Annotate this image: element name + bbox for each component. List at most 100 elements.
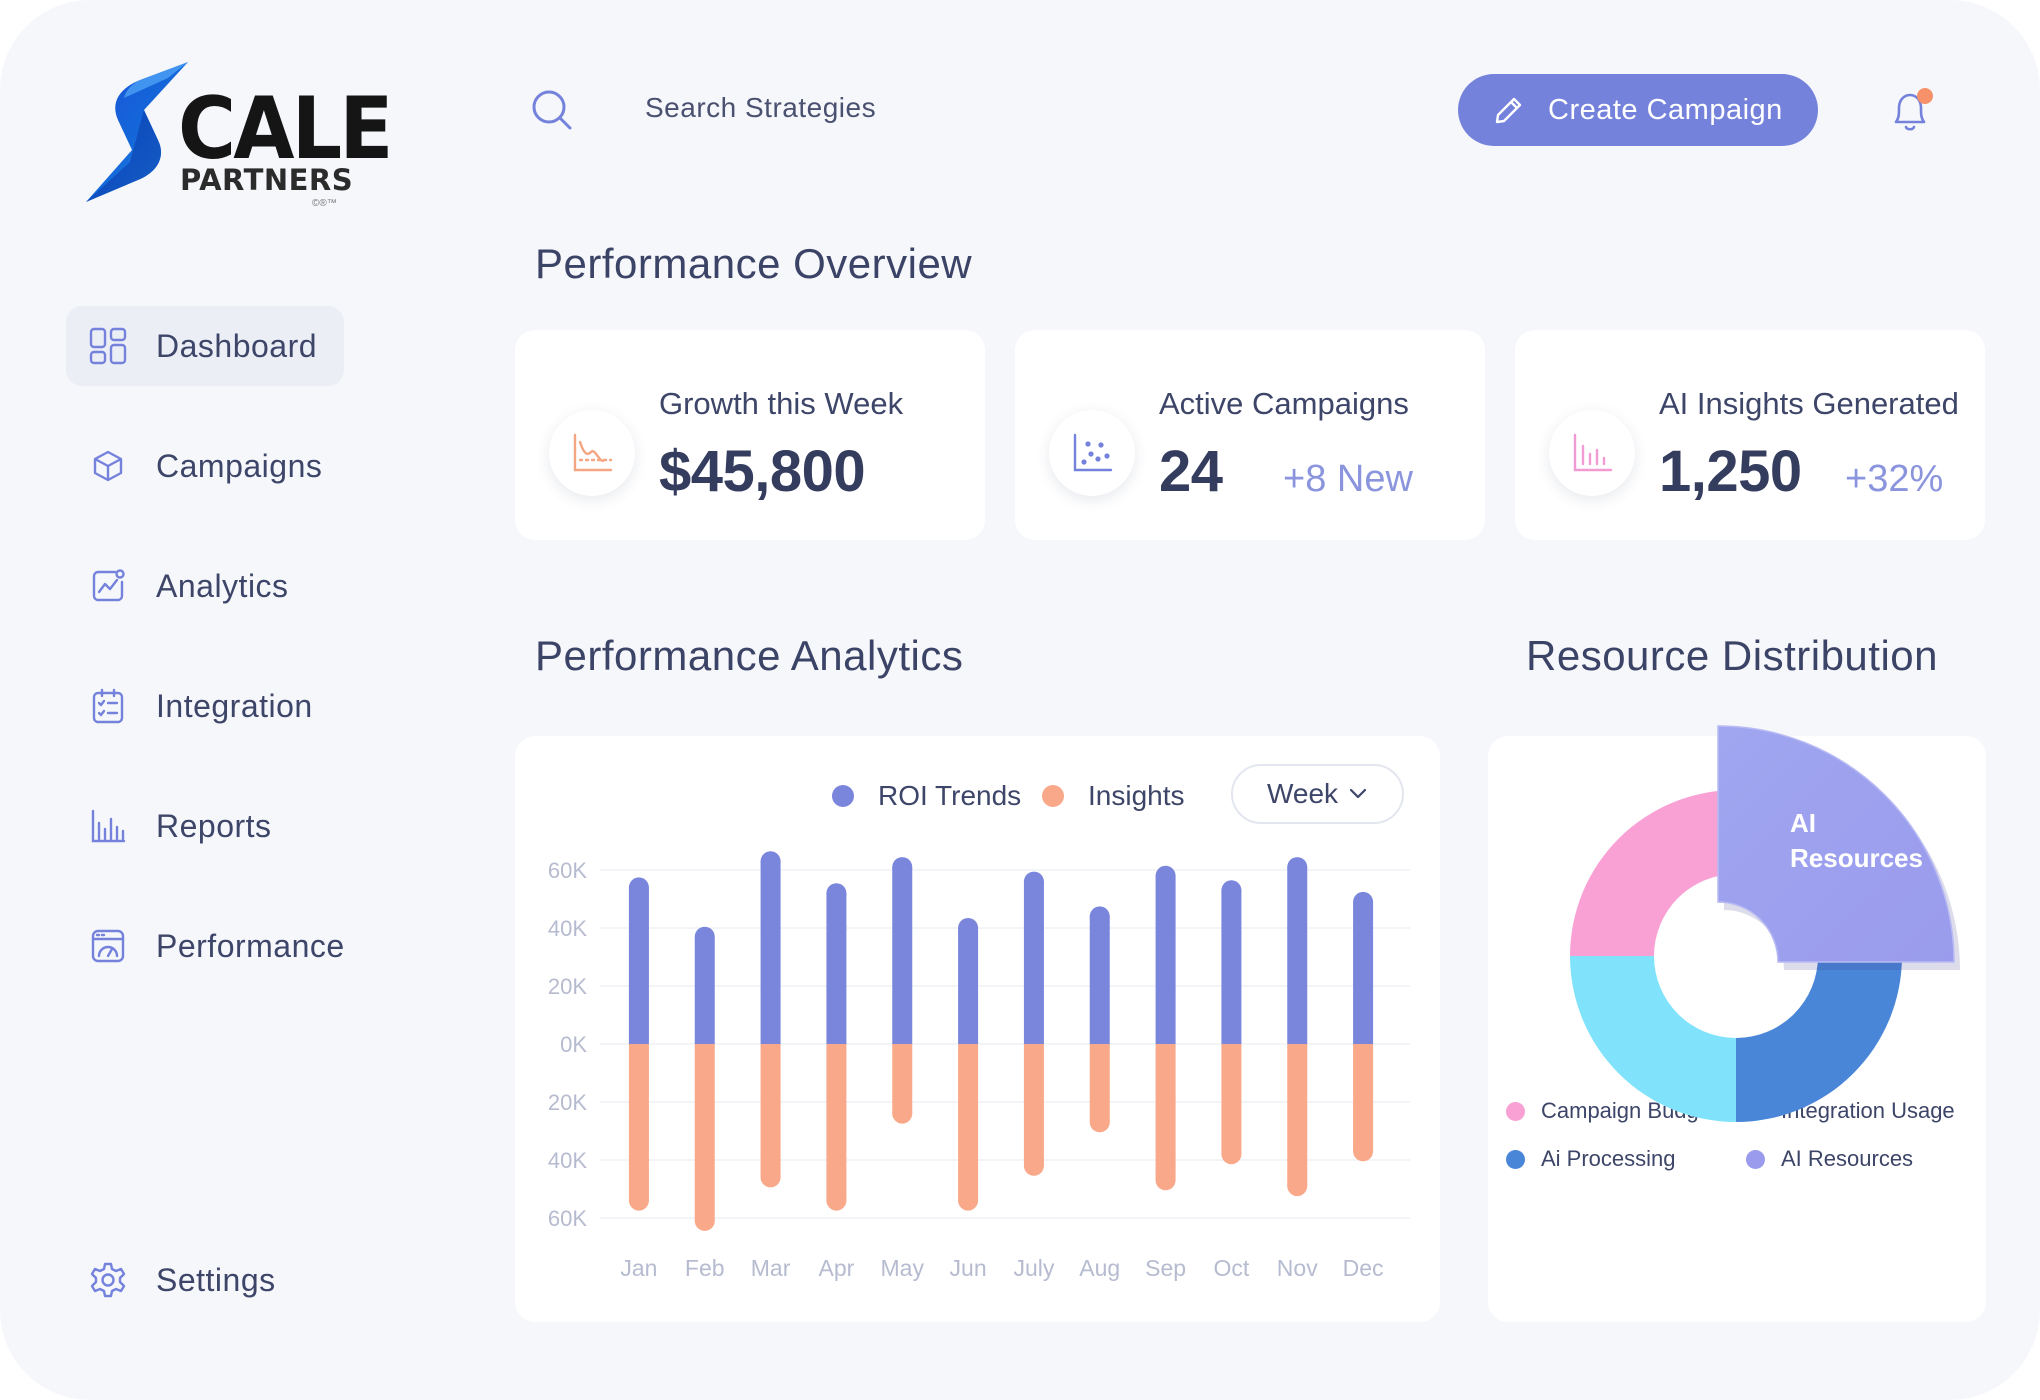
bar-cap <box>1353 891 1374 912</box>
bar-insights <box>1023 1044 1044 1166</box>
bar-insights <box>1089 1044 1110 1123</box>
y-tick-label: 40K <box>548 916 587 941</box>
performance-chart-card: 60K 40K 20K 0K 20K 40K 60K Jan Feb Mar Apr May Jun Ju… <box>515 736 1440 1322</box>
donut-callout-label: AI Resources <box>1790 808 1923 873</box>
bar-roi <box>1221 890 1242 1044</box>
y-tick-label: 20K <box>548 1090 587 1115</box>
legend-swatch <box>1746 1149 1765 1169</box>
x-tick-label: Aug <box>1079 1255 1120 1281</box>
sidebar-item-label: Dashboard <box>156 327 318 364</box>
bar-cap <box>628 877 649 898</box>
bar-cap <box>1023 871 1044 892</box>
logo-s-mark <box>86 62 188 202</box>
bar-insights <box>892 1044 913 1114</box>
scatter-plot-icon <box>1049 410 1135 496</box>
x-tick-label: Oct <box>1214 1255 1250 1281</box>
chevron-down-icon <box>1349 788 1367 799</box>
sidebar-item-dashboard[interactable]: Dashboard <box>66 306 344 386</box>
period-dropdown[interactable]: Week <box>1231 764 1404 824</box>
bar-roi <box>760 861 781 1044</box>
stat-value: 1,250 <box>1659 439 1802 504</box>
bar-roi <box>694 936 715 1044</box>
stat-card-campaigns: Active Campaigns 24 +8 New <box>1015 330 1485 540</box>
stat-title: Active Campaigns <box>1159 386 1409 421</box>
bar-cap <box>694 1210 715 1231</box>
distribution-title: Resource Distribution <box>1526 632 1939 679</box>
bar-cap <box>760 1167 781 1188</box>
bar-cap <box>1221 880 1242 901</box>
logo-trademark: ©®™ <box>312 198 337 209</box>
logo-subtitle: PARTNERS <box>180 163 354 197</box>
donut-callout-segment <box>1717 725 1955 963</box>
sidebar-item-label: Integration <box>156 687 313 724</box>
bar-cap <box>892 1103 913 1124</box>
bar-roi <box>1023 881 1044 1044</box>
search-icon[interactable] <box>530 88 574 132</box>
bar-roi <box>958 928 979 1044</box>
x-tick-label: July <box>1013 1255 1054 1281</box>
x-tick-label: Sep <box>1145 1255 1186 1281</box>
legend-roi-swatch <box>832 785 854 807</box>
create-campaign-button[interactable]: Create Campaign <box>1458 74 1818 146</box>
stat-delta: +8 New <box>1283 458 1413 500</box>
period-label: Week <box>1266 778 1339 809</box>
y-tick-label: 20K <box>548 974 587 999</box>
sidebar-item-analytics[interactable]: Analytics <box>66 546 346 626</box>
bar-cap <box>1023 1155 1044 1176</box>
x-tick-label: Mar <box>751 1255 791 1281</box>
bar-roi <box>1287 867 1308 1044</box>
donut-segment <box>1570 956 1736 1122</box>
gear-icon <box>88 1260 128 1300</box>
bar-insights <box>826 1044 847 1201</box>
bar-roi <box>826 893 847 1044</box>
sidebar-item-settings[interactable]: Settings <box>66 1240 346 1320</box>
bar-insights <box>760 1044 781 1178</box>
sidebar-item-integration[interactable]: Integration <box>66 666 346 746</box>
notification-dot <box>1917 88 1933 104</box>
legend-label: Ai Processing <box>1541 1146 1676 1171</box>
sidebar-item-label: Campaigns <box>156 447 323 484</box>
stat-card-insights: AI Insights Generated 1,250 +32% <box>1515 330 1985 540</box>
stat-delta: +32% <box>1845 458 1944 500</box>
bar-insights <box>1221 1044 1242 1155</box>
legend-campaign-budget: Campaign Budget <box>1506 1098 1717 1124</box>
y-tick-label: 0K <box>560 1032 587 1057</box>
sidebar-item-campaigns[interactable]: Campaigns <box>66 426 346 506</box>
bar-cap <box>1221 1144 1242 1165</box>
bar-cap <box>628 1190 649 1211</box>
sidebar-item-performance[interactable]: Performance <box>66 906 346 986</box>
bar-cap <box>694 926 715 947</box>
bar-insights <box>958 1044 979 1201</box>
bar-cap <box>1155 1170 1176 1191</box>
stat-value: $45,800 <box>659 439 866 504</box>
legend-insights-swatch <box>1042 785 1064 807</box>
sidebar-item-reports[interactable]: Reports <box>66 786 346 866</box>
settings-label: Settings <box>156 1261 276 1298</box>
analytics-chart-icon <box>88 566 128 606</box>
x-tick-label: Apr <box>819 1255 855 1281</box>
bar-insights <box>694 1044 715 1221</box>
donut-segment <box>1736 956 1902 1122</box>
legend-roi-label: ROI Trends <box>878 780 1022 811</box>
search-input[interactable]: Search Strategies <box>645 92 877 123</box>
pencil-icon <box>1495 97 1522 124</box>
y-axis: 60K 40K 20K 0K 20K 40K 60K <box>548 858 1410 1231</box>
bar-cap <box>1155 865 1176 886</box>
x-tick-label: Feb <box>685 1255 725 1281</box>
bar-roi <box>1155 875 1176 1044</box>
notification-bell-icon[interactable] <box>1886 86 1936 136</box>
stat-title: AI Insights Generated <box>1659 386 1959 421</box>
x-tick-label: Jun <box>950 1255 987 1281</box>
create-campaign-label: Create Campaign <box>1548 93 1783 126</box>
legend-roi: ROI Trends <box>832 780 1021 812</box>
legend-label: AI Resources <box>1781 1146 1914 1171</box>
cube-icon <box>88 446 128 486</box>
overview-title: Performance Overview <box>535 240 973 287</box>
bar-chart-icon <box>1549 410 1635 496</box>
performance-bar-chart: 60K 40K 20K 0K 20K 40K 60K Jan Feb Mar Apr May Jun Ju… <box>548 851 1410 1281</box>
legend-insights: Insights <box>1042 780 1185 812</box>
bar-cap <box>892 857 913 878</box>
y-tick-label: 60K <box>548 1206 587 1231</box>
x-tick-label: May <box>881 1255 925 1281</box>
